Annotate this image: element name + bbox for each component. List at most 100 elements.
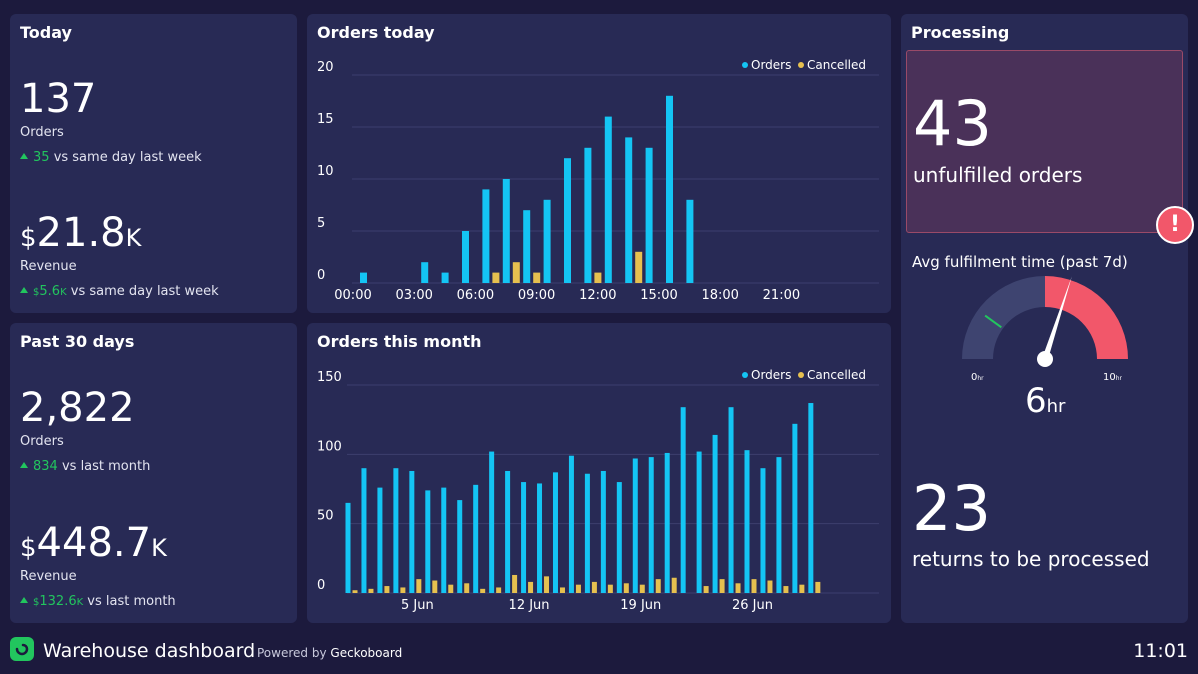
orders-bar [482, 189, 490, 283]
cancelled-bar [671, 577, 677, 593]
x-tick-label: 03:00 [395, 288, 432, 303]
revenue-comparison: $132.6K vs last month [20, 594, 176, 609]
orders-bar [345, 502, 351, 593]
y-tick-label: 50 [317, 509, 334, 524]
orders-bar [543, 199, 551, 283]
cancelled-bar [623, 583, 629, 593]
revenue-value: $448.7K [20, 520, 167, 566]
cancelled-bar [719, 579, 725, 593]
cancelled-bar [703, 586, 709, 593]
orders-bar [537, 483, 543, 593]
alert-icon: ! [1156, 206, 1194, 244]
unfulfilled-value: 43 [913, 87, 992, 160]
panel-title: Orders this month [317, 332, 482, 351]
orders-bar [584, 473, 590, 593]
orders-bar [792, 423, 798, 593]
powered-by: Powered by Geckoboard [257, 646, 403, 660]
past-30-days-panel: Past 30 days 2,822 Orders 834 vs last mo… [10, 323, 297, 623]
cancelled-bar [416, 579, 422, 593]
orders-comparison: 834 vs last month [20, 459, 150, 474]
returns-label: returns to be processed [912, 547, 1150, 571]
y-tick-label: 0 [317, 268, 325, 283]
orders-bar [664, 452, 670, 593]
panel-title: Orders today [317, 23, 435, 42]
orders-label: Orders [20, 434, 64, 449]
orders-bar [377, 487, 383, 593]
cancelled-bar [735, 583, 741, 593]
processing-panel: Processing 43 unfulfilled orders ! Avg f… [901, 14, 1194, 623]
delta-value: $132.6K [33, 594, 84, 609]
orders-bar [393, 468, 399, 593]
x-tick-label: 12:00 [579, 288, 616, 303]
y-tick-label: 5 [317, 216, 325, 231]
cancelled-bar [528, 581, 534, 593]
y-tick-label: 150 [317, 370, 342, 385]
x-tick-label: 00:00 [334, 288, 371, 303]
orders-bar [505, 470, 511, 593]
x-tick-label: 18:00 [701, 288, 738, 303]
x-tick-label: 21:00 [763, 288, 800, 303]
x-tick-label: 06:00 [457, 288, 494, 303]
gauge-min-label: 0hr [971, 372, 984, 383]
x-tick-label: 5 Jun [401, 598, 434, 613]
cancelled-bar [575, 584, 581, 593]
cancelled-bar [635, 251, 643, 283]
orders-bar [625, 137, 633, 283]
cancelled-bar [639, 584, 645, 593]
legend-orders: Orders [751, 58, 791, 72]
orders-comparison: 35 vs same day last week [20, 150, 202, 165]
orders-bar [604, 116, 612, 283]
cancelled-bar [512, 574, 518, 593]
gauge-needle-hub [1037, 351, 1053, 367]
orders-bar [441, 487, 447, 593]
legend-orders-dot [742, 372, 748, 378]
fulfilment-gauge: 0hr 10hr 6hr [962, 276, 1128, 421]
powered-brand: Geckoboard [330, 646, 403, 660]
orders-bar [776, 457, 782, 593]
orders-bar [457, 500, 463, 593]
orders-bar [808, 403, 814, 593]
x-tick-label: 09:00 [518, 288, 555, 303]
cancelled-bar [544, 576, 550, 593]
orders-label: Orders [20, 125, 64, 140]
revenue-comparison: $5.6K vs same day last week [20, 284, 219, 299]
gauge-title: Avg fulfilment time (past 7d) [912, 253, 1128, 271]
revenue-label: Revenue [20, 569, 77, 584]
legend-cancelled: Cancelled [807, 368, 866, 382]
orders-bar [680, 407, 686, 593]
y-tick-label: 20 [317, 60, 334, 75]
trend-up-icon [20, 597, 28, 603]
cancelled-bar [783, 586, 789, 593]
orders-bar [361, 468, 367, 593]
y-tick-label: 15 [317, 112, 334, 127]
cancelled-bar [512, 262, 520, 283]
cancelled-bar [655, 579, 661, 593]
orders-this-month-chart: 0 50 100 150 5 Jun 12 Jun 19 Jun 26 Jun Orders Ca… [317, 368, 879, 613]
delta-value: $5.6K [33, 284, 67, 299]
revenue-value: $21.8K [20, 210, 142, 256]
orders-bar [666, 95, 673, 283]
cancelled-bar [533, 272, 541, 283]
gauge-marker [984, 314, 1002, 329]
cancelled-bar [767, 580, 773, 593]
orders-bar [712, 434, 718, 593]
cancelled-bar [464, 583, 470, 593]
cancelled-bar [815, 581, 821, 593]
x-tick-label: 15:00 [640, 288, 677, 303]
cancelled-bar [352, 590, 358, 593]
orders-today-panel: Orders today 0 5 10 15 20 00:00 03:00 06:00 09:0… [307, 14, 891, 313]
orders-bar [616, 482, 622, 593]
cancelled-bar [432, 580, 438, 593]
dashboard-title: Warehouse dashboard [43, 640, 256, 662]
orders-bar [728, 407, 734, 593]
geckoboard-logo-icon [10, 637, 34, 661]
x-tick-label: 19 Jun [620, 598, 661, 613]
unfulfilled-label: unfulfilled orders [913, 163, 1083, 187]
orders-bar [686, 199, 694, 283]
orders-bar [502, 179, 510, 283]
orders-bar [696, 451, 702, 593]
orders-value: 137 [20, 76, 97, 122]
cancelled-bar [400, 587, 406, 593]
orders-bar [421, 262, 429, 283]
orders-bar [564, 158, 571, 283]
